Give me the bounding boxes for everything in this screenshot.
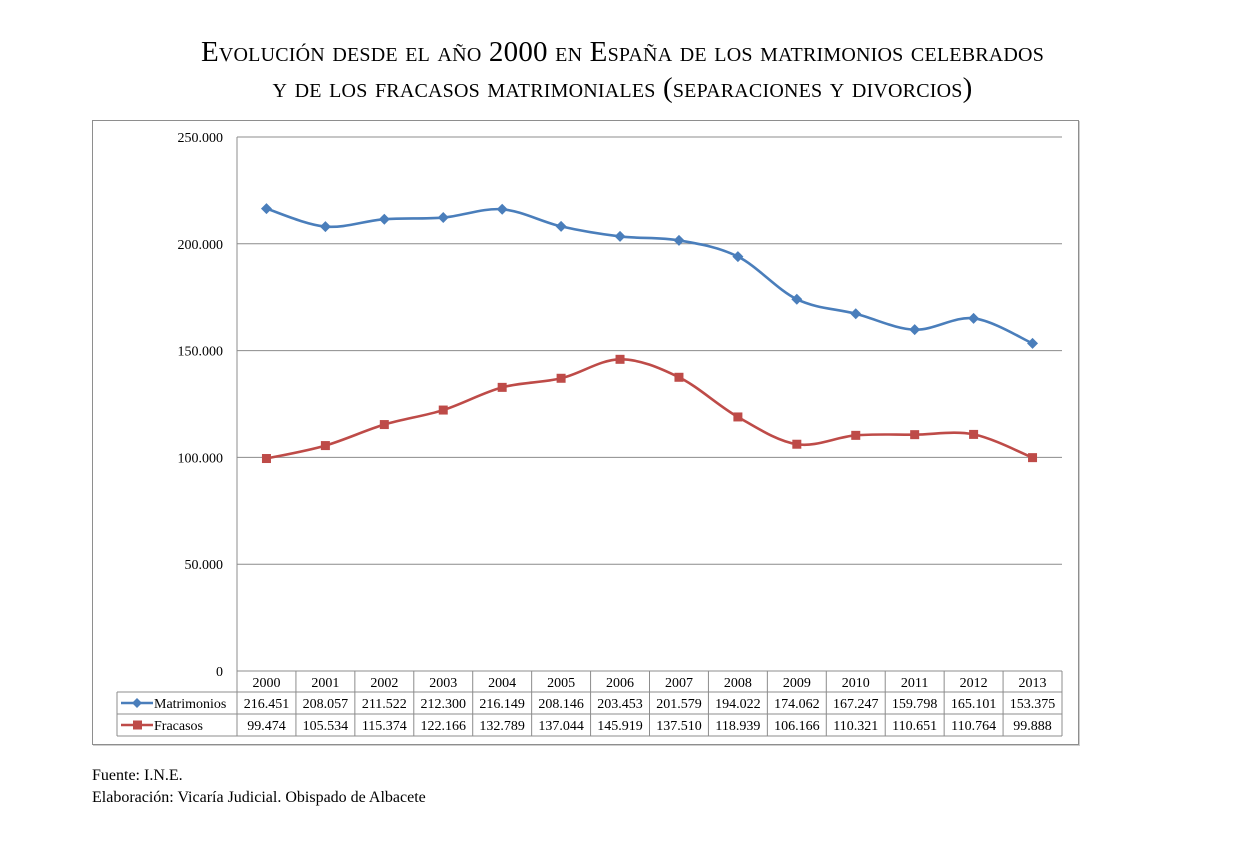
y-tick-label: 250.000 xyxy=(178,131,224,146)
legend-key-marker-matrimonios xyxy=(132,698,142,708)
x-tick-label: 2001 xyxy=(311,676,339,691)
y-tick-label: 150.000 xyxy=(178,345,224,360)
data-point-matrimonios xyxy=(791,293,803,305)
y-tick-label: 200.000 xyxy=(178,238,224,253)
data-point-matrimonios xyxy=(496,203,508,215)
data-point-matrimonios xyxy=(437,212,449,224)
chart-title: Evolución desde el año 2000 en España de… xyxy=(0,34,1245,106)
data-point-matrimonios xyxy=(673,234,685,246)
data-point-fracasos xyxy=(792,439,802,449)
data-point-fracasos xyxy=(438,405,448,415)
table-cell-fracasos: 137.044 xyxy=(538,719,584,734)
y-tick-label: 0 xyxy=(216,665,223,680)
data-point-fracasos xyxy=(497,382,507,392)
source-note: Fuente: I.N.E. xyxy=(92,767,183,784)
data-point-matrimonios xyxy=(968,312,980,324)
table-cell-matrimonios: 174.062 xyxy=(774,697,820,712)
x-tick-label: 2009 xyxy=(783,676,811,691)
data-point-fracasos xyxy=(969,429,979,439)
table-cell-matrimonios: 212.300 xyxy=(421,697,467,712)
chart-frame xyxy=(92,120,1079,745)
data-point-fracasos xyxy=(1028,453,1038,463)
data-point-fracasos xyxy=(320,441,330,451)
data-point-fracasos xyxy=(674,372,684,382)
x-tick-label: 2002 xyxy=(370,676,398,691)
table-cell-matrimonios: 208.146 xyxy=(538,697,584,712)
footer: Fuente: I.N.E. Elaboración: Vicaría Judi… xyxy=(92,765,426,809)
table-cell-fracasos: 115.374 xyxy=(362,719,407,734)
legend-label-matrimonios: Matrimonios xyxy=(154,697,226,712)
data-point-matrimonios xyxy=(909,324,921,336)
series-line-matrimonios xyxy=(266,207,1034,345)
table-cell-fracasos: 118.939 xyxy=(715,719,760,734)
x-tick-label: 2003 xyxy=(429,676,457,691)
x-tick-label: 2006 xyxy=(606,676,634,691)
table-cell-matrimonios: 165.101 xyxy=(951,697,997,712)
table-cell-fracasos: 110.764 xyxy=(951,719,996,734)
data-point-fracasos xyxy=(615,354,625,364)
data-point-matrimonios xyxy=(732,251,744,263)
table-cell-fracasos: 132.789 xyxy=(479,719,525,734)
table-cell-matrimonios: 208.057 xyxy=(303,697,349,712)
x-tick-label: 2005 xyxy=(547,676,575,691)
table-cell-fracasos: 110.651 xyxy=(892,719,937,734)
table-cell-matrimonios: 153.375 xyxy=(1010,697,1056,712)
data-point-matrimonios xyxy=(260,203,272,215)
table-cell-matrimonios: 159.798 xyxy=(892,697,938,712)
table-cell-matrimonios: 194.022 xyxy=(715,697,761,712)
data-point-matrimonios xyxy=(1027,337,1039,349)
data-point-matrimonios xyxy=(614,230,626,242)
data-point-matrimonios xyxy=(555,220,567,232)
table-cell-fracasos: 145.919 xyxy=(597,719,643,734)
x-tick-label: 2007 xyxy=(665,676,693,691)
chart-title-line-1: Evolución desde el año 2000 en España de… xyxy=(200,36,1045,68)
y-tick-label: 100.000 xyxy=(178,451,224,466)
elaboration-note: Elaboración: Vicaría Judicial. Obispado … xyxy=(92,789,426,806)
x-tick-label: 2012 xyxy=(960,676,988,691)
table-cell-fracasos: 137.510 xyxy=(656,719,702,734)
table-cell-matrimonios: 167.247 xyxy=(833,697,879,712)
table-cell-matrimonios: 211.522 xyxy=(362,697,407,712)
x-tick-label: 2004 xyxy=(488,676,516,691)
legend-label-fracasos: Fracasos xyxy=(154,719,203,734)
table-cell-fracasos: 105.534 xyxy=(303,719,349,734)
data-point-fracasos xyxy=(556,373,566,383)
y-tick-label: 50.000 xyxy=(185,558,224,573)
table-cell-fracasos: 110.321 xyxy=(833,719,878,734)
table-cell-matrimonios: 216.149 xyxy=(479,697,525,712)
x-tick-label: 2013 xyxy=(1019,676,1047,691)
table-cell-fracasos: 99.474 xyxy=(247,719,286,734)
data-point-fracasos xyxy=(261,454,271,464)
x-tick-label: 2011 xyxy=(901,676,928,691)
x-tick-label: 2008 xyxy=(724,676,752,691)
data-point-fracasos xyxy=(379,420,389,430)
series-line-fracasos xyxy=(266,358,1034,460)
table-cell-matrimonios: 216.451 xyxy=(244,697,290,712)
table-cell-fracasos: 106.166 xyxy=(774,719,820,734)
data-point-fracasos xyxy=(910,430,920,440)
data-point-matrimonios xyxy=(378,213,390,225)
table-cell-fracasos: 99.888 xyxy=(1013,719,1052,734)
data-point-fracasos xyxy=(851,430,861,440)
data-point-matrimonios xyxy=(850,308,862,320)
legend-key-marker-fracasos xyxy=(133,720,142,730)
x-tick-label: 2010 xyxy=(842,676,870,691)
data-point-fracasos xyxy=(733,412,743,422)
table-cell-fracasos: 122.166 xyxy=(421,719,467,734)
data-point-matrimonios xyxy=(319,221,331,233)
x-tick-label: 2000 xyxy=(252,676,280,691)
table-cell-matrimonios: 203.453 xyxy=(597,697,643,712)
chart-title-line-2: y de los fracasos matrimoniales (separac… xyxy=(272,72,973,104)
table-cell-matrimonios: 201.579 xyxy=(656,697,702,712)
